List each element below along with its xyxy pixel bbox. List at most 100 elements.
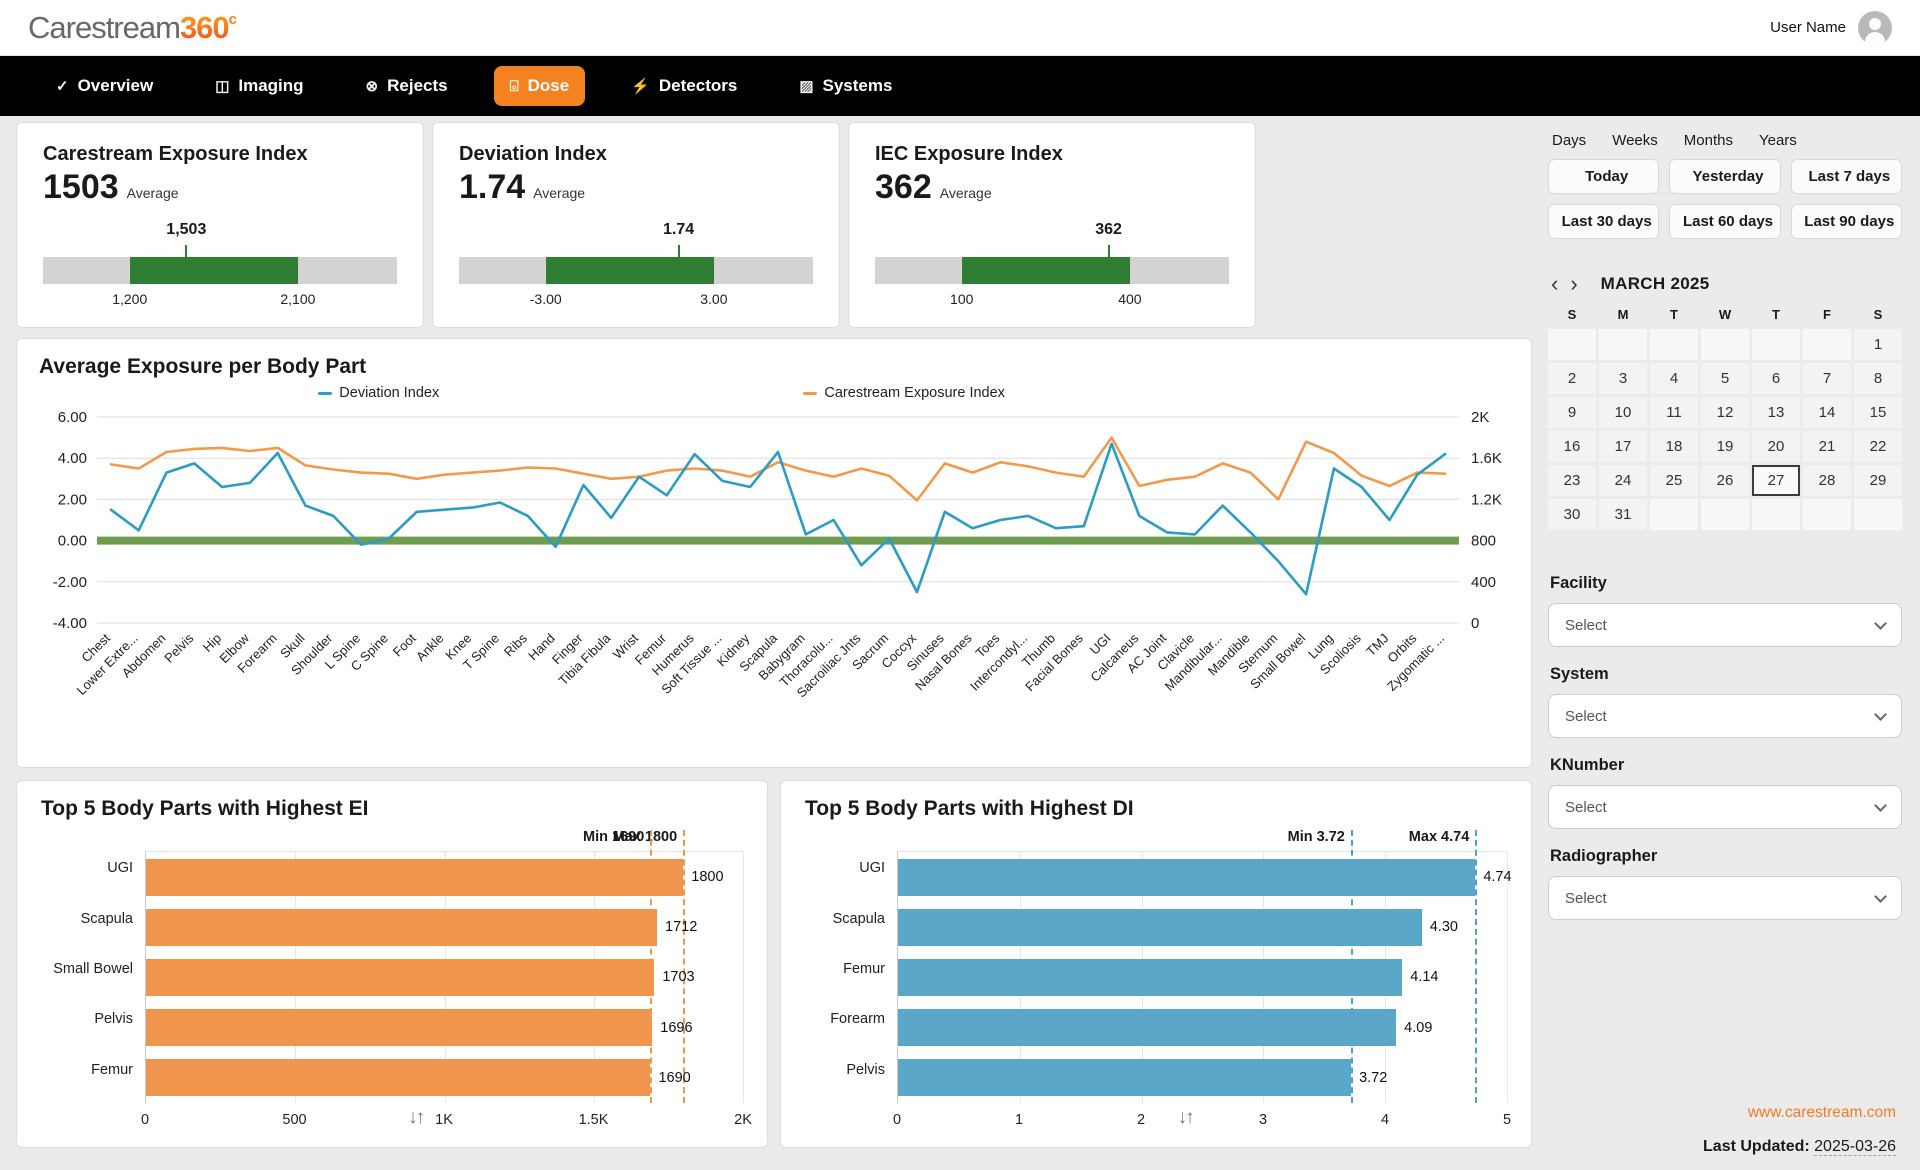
nav-item-detectors[interactable]: ⚡ Detectors [615,66,753,106]
calendar-day-14[interactable]: 14 [1803,397,1851,428]
knumber-select[interactable]: Select [1548,785,1902,829]
quick-range-today[interactable]: Today [1548,159,1660,194]
calendar-day-18[interactable]: 18 [1650,431,1698,462]
nav-item-overview[interactable]: ✓ Overview [40,66,169,106]
calendar-day-25[interactable]: 25 [1650,465,1698,496]
bar-row[interactable]: 4.30 [898,908,1507,946]
system-select[interactable]: Select [1548,694,1902,738]
calendar-day-31[interactable]: 31 [1599,499,1647,530]
calendar-day-28[interactable]: 28 [1803,465,1851,496]
nav-item-dose[interactable]: ⌻ Dose [493,66,586,106]
gauge-high-zone [713,257,813,284]
calendar-day-19[interactable]: 19 [1701,431,1749,462]
bar[interactable] [898,958,1403,996]
calendar-day-1[interactable]: 1 [1854,329,1902,360]
calendar-day-30[interactable]: 30 [1548,499,1596,530]
bar-category-label: Pelvis [846,1061,885,1078]
bar-category-label: Scapula [80,910,133,927]
user-area[interactable]: User Name [1770,10,1892,45]
filter-sidebar: Days Weeks Months Years Today Yesterday Last … [1546,122,1904,1170]
user-avatar-icon[interactable] [1858,10,1892,45]
bar-category-label: UGI [107,860,133,877]
nav-item-label: Dose [527,76,570,95]
last-updated-date[interactable]: 2025-03-26 [1814,1138,1896,1156]
sort-toggle-icon[interactable]: ↓↑ [1177,1107,1195,1128]
calendar-day-2[interactable]: 2 [1548,363,1596,394]
calendar-day-6[interactable]: 6 [1752,363,1800,394]
bar-row[interactable]: 3.72 [898,1059,1507,1097]
bar[interactable] [146,908,658,946]
calendar-day-17[interactable]: 17 [1599,431,1647,462]
calendar-day-15[interactable]: 15 [1854,397,1902,428]
calendar-day-16[interactable]: 16 [1548,431,1596,462]
legend-item-0[interactable]: Deviation Index [318,385,439,401]
logo-degree-mark: c [228,10,237,28]
nav-item-systems[interactable]: ▨ Systems [783,66,908,106]
bar-row[interactable]: 1690 [146,1059,743,1097]
calendar-day-9[interactable]: 9 [1548,397,1596,428]
bar[interactable] [146,1059,651,1097]
calendar-day-22[interactable]: 22 [1854,431,1902,462]
bar-row[interactable]: 1696 [146,1009,743,1047]
gauge-marker-tick [1107,245,1110,257]
x-tick-label: 2 [1136,1112,1146,1128]
nav-item-imaging[interactable]: ◫ Imaging [199,66,319,106]
calendar-day-12[interactable]: 12 [1701,397,1749,428]
calendar-day-4[interactable]: 4 [1650,363,1698,394]
gauge-high-zone [1129,257,1229,284]
bar[interactable] [146,858,684,896]
bar[interactable] [146,1009,653,1047]
nav-item-rejects[interactable]: ⊗ Rejects [350,66,464,106]
calendar-day-26[interactable]: 26 [1701,465,1749,496]
bar[interactable] [898,858,1476,896]
bar[interactable] [146,958,655,996]
bar-row[interactable]: 4.74 [898,858,1512,896]
calendar-day-11[interactable]: 11 [1650,397,1698,428]
calendar-day-13[interactable]: 13 [1752,397,1800,428]
max-limit-line [683,830,686,1103]
bar-row[interactable]: 1703 [146,958,743,996]
calendar-day-3[interactable]: 3 [1599,363,1647,394]
svg-text:1.2K: 1.2K [1471,491,1502,508]
bar[interactable] [898,908,1422,946]
facility-select[interactable]: Select [1548,603,1902,647]
kpi-value: 1.74 [459,168,526,206]
legend-item-1[interactable]: Carestream Exposure Index [803,385,1005,401]
period-tab-weeks[interactable]: Weeks [1612,132,1658,149]
calendar-day-5[interactable]: 5 [1701,363,1749,394]
bar-row[interactable]: 1800 [146,858,743,896]
period-tab-years[interactable]: Years [1758,132,1797,149]
bar[interactable] [898,1059,1352,1097]
period-tab-days[interactable]: Days [1552,132,1587,149]
carestream-website-link[interactable]: www.carestream.com [1747,1104,1896,1121]
calendar-day-27[interactable]: 27 [1752,465,1800,496]
quick-range-last-7-days[interactable]: Last 7 days [1790,159,1902,194]
calendar-day-24[interactable]: 24 [1599,465,1647,496]
chevron-down-icon [1874,889,1887,903]
bar-row[interactable]: 1712 [146,908,743,946]
calendar-prev-icon[interactable]: ‹ [1551,271,1559,296]
quick-range-last-30-days[interactable]: Last 30 days [1548,204,1660,239]
calendar-day-23[interactable]: 23 [1548,465,1596,496]
calendar-day-8[interactable]: 8 [1854,363,1902,394]
calendar-day-21[interactable]: 21 [1803,431,1851,462]
calendar-day-10[interactable]: 10 [1599,397,1647,428]
sort-toggle-icon[interactable]: ↓↑ [408,1107,425,1128]
calendar-next-icon[interactable]: › [1570,271,1578,296]
bar-category-label: Small Bowel [53,960,133,977]
radiographer-select[interactable]: Select [1548,876,1902,920]
quick-range-last-60-days[interactable]: Last 60 days [1669,204,1781,239]
period-tab-months[interactable]: Months [1683,132,1733,149]
line-chart-svg: 6.00 2K 4.00 1.6K 2.00 1.2K 0.00 800 -2.00 400 -4.… [53,409,1502,700]
bar-row[interactable]: 4.09 [898,1009,1507,1047]
bar[interactable] [898,1009,1397,1047]
quick-range-yesterday[interactable]: Yesterday [1669,159,1781,194]
bar-x-axis: 0 500 1K 1.5K 2K ↓↑ [141,1103,752,1133]
calendar-day-29[interactable]: 29 [1854,465,1902,496]
quick-range-last-90-days[interactable]: Last 90 days [1790,204,1902,239]
calendar-day-20[interactable]: 20 [1752,431,1800,462]
bar-value-label: 1800 [691,869,724,886]
gauge-marker-tick [185,245,188,257]
bar-row[interactable]: 4.14 [898,958,1507,996]
calendar-day-7[interactable]: 7 [1803,363,1851,394]
